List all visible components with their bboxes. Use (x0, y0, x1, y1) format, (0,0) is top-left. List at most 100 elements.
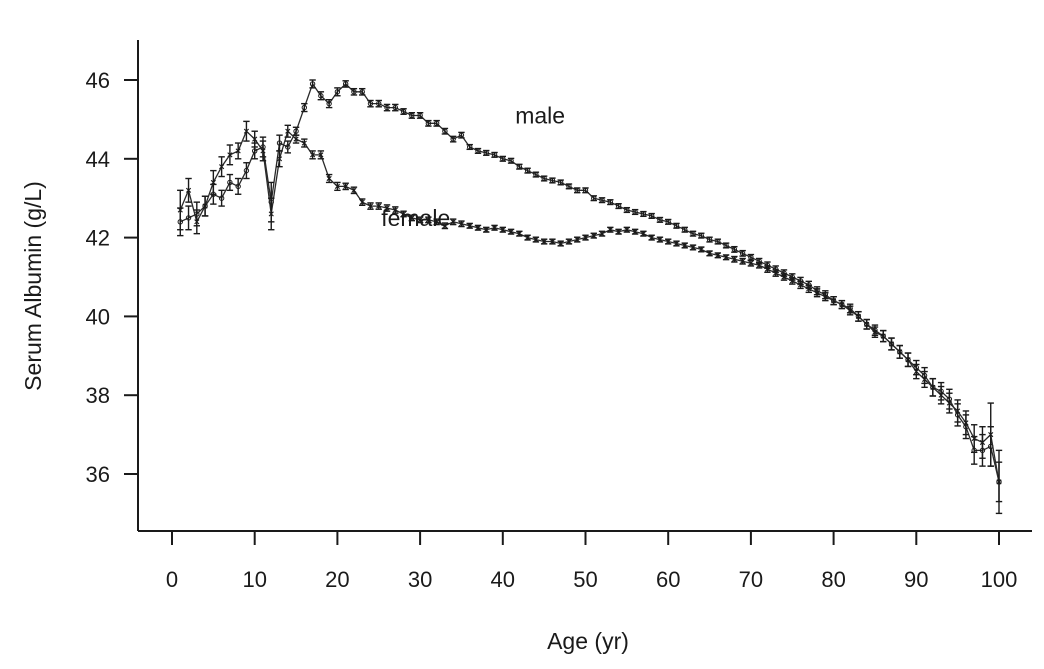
point-x-stroke (566, 238, 572, 245)
x-tick-label: 40 (491, 567, 515, 592)
female-point (905, 357, 911, 363)
point-x-stroke (748, 260, 754, 266)
female-point (715, 252, 721, 258)
axes: 0 10 20 30 40 50 60 70 80 90 100 36 38 40 42 44 46 Age … (20, 40, 1032, 654)
female-point (549, 238, 556, 245)
female-point (326, 175, 332, 182)
point-x-stroke (855, 313, 861, 319)
female-point (210, 179, 216, 186)
female-point (847, 307, 853, 314)
male-error-bar (243, 162, 250, 180)
male-point (657, 217, 663, 223)
female-point (467, 223, 473, 229)
male-point (706, 236, 713, 243)
point-x-stroke (797, 282, 804, 288)
male-point (218, 195, 225, 201)
female-point (831, 298, 837, 304)
point-x-stroke (400, 211, 407, 217)
point-x-stroke (525, 235, 531, 241)
female-point (946, 400, 952, 406)
male-point (483, 150, 489, 156)
female-point (789, 278, 795, 284)
female-point (293, 136, 299, 142)
female-point (301, 140, 307, 146)
male-point (615, 203, 622, 209)
male-point (458, 132, 465, 138)
point-x-stroke (202, 203, 208, 209)
x-tick-label: 0 (166, 567, 178, 592)
female-point (276, 156, 283, 162)
female-point (955, 408, 961, 414)
point-x-stroke (996, 479, 1002, 485)
female-point (706, 250, 713, 256)
female-point (334, 183, 340, 189)
female-point (541, 238, 547, 245)
male-point (425, 120, 432, 127)
point-x-stroke (632, 229, 638, 235)
female-point (781, 274, 787, 280)
female-point (979, 439, 986, 446)
female-point (888, 341, 895, 347)
point-x-stroke (326, 175, 332, 182)
point-x-stroke (227, 152, 233, 158)
series-female (177, 120, 1003, 503)
male-error-bar (218, 189, 225, 207)
male-point (442, 128, 448, 134)
male-point (467, 144, 473, 150)
point-x-stroke (831, 298, 837, 304)
female-point (615, 229, 622, 235)
female-point (533, 236, 539, 243)
male-point (640, 211, 647, 217)
female-point (500, 227, 506, 233)
male-series-label: male (515, 102, 565, 128)
female-point (731, 256, 737, 262)
female-point (864, 321, 870, 327)
point-x-stroke (276, 156, 283, 162)
female-point (855, 313, 861, 319)
female-point (243, 128, 250, 134)
female-point (475, 225, 481, 231)
female-point (773, 270, 779, 276)
point-x-stroke (260, 148, 266, 154)
point-x-stroke (425, 217, 431, 223)
point-x-stroke (806, 286, 812, 292)
point-x-stroke (897, 349, 903, 355)
female-point (409, 215, 415, 221)
point-x-stroke (310, 152, 316, 158)
point-x-stroke (293, 136, 299, 142)
point-x-stroke (615, 229, 622, 235)
female-point (343, 183, 349, 189)
male-error-bar (234, 177, 242, 195)
male-point (591, 195, 597, 201)
point-x-stroke (591, 233, 597, 239)
female-point (425, 217, 431, 223)
female-point (367, 203, 374, 209)
female-point (268, 211, 274, 217)
female-point (525, 235, 531, 241)
female-point (483, 227, 489, 233)
female-point (194, 219, 200, 225)
female-point (740, 258, 746, 264)
point-x-stroke (698, 246, 704, 253)
point-x-stroke (483, 227, 489, 233)
female-point (649, 235, 655, 241)
y-tick-label: 44 (86, 147, 110, 172)
female-point (582, 235, 589, 241)
point-x-stroke (773, 270, 779, 276)
female-point (971, 435, 977, 442)
point-x-stroke (533, 236, 539, 243)
male-point (508, 158, 514, 164)
point-x-stroke (210, 179, 216, 186)
female-point (574, 236, 580, 243)
point-x-stroke (219, 164, 225, 170)
point-x-stroke (706, 250, 713, 256)
point-x-stroke (434, 219, 440, 225)
point-x-stroke (781, 274, 787, 280)
female-point (698, 246, 704, 253)
point-x-stroke (682, 242, 688, 249)
point-x-stroke (235, 148, 241, 154)
point-x-stroke (574, 236, 580, 243)
female-point (657, 236, 663, 243)
x-tick-label: 90 (904, 567, 928, 592)
